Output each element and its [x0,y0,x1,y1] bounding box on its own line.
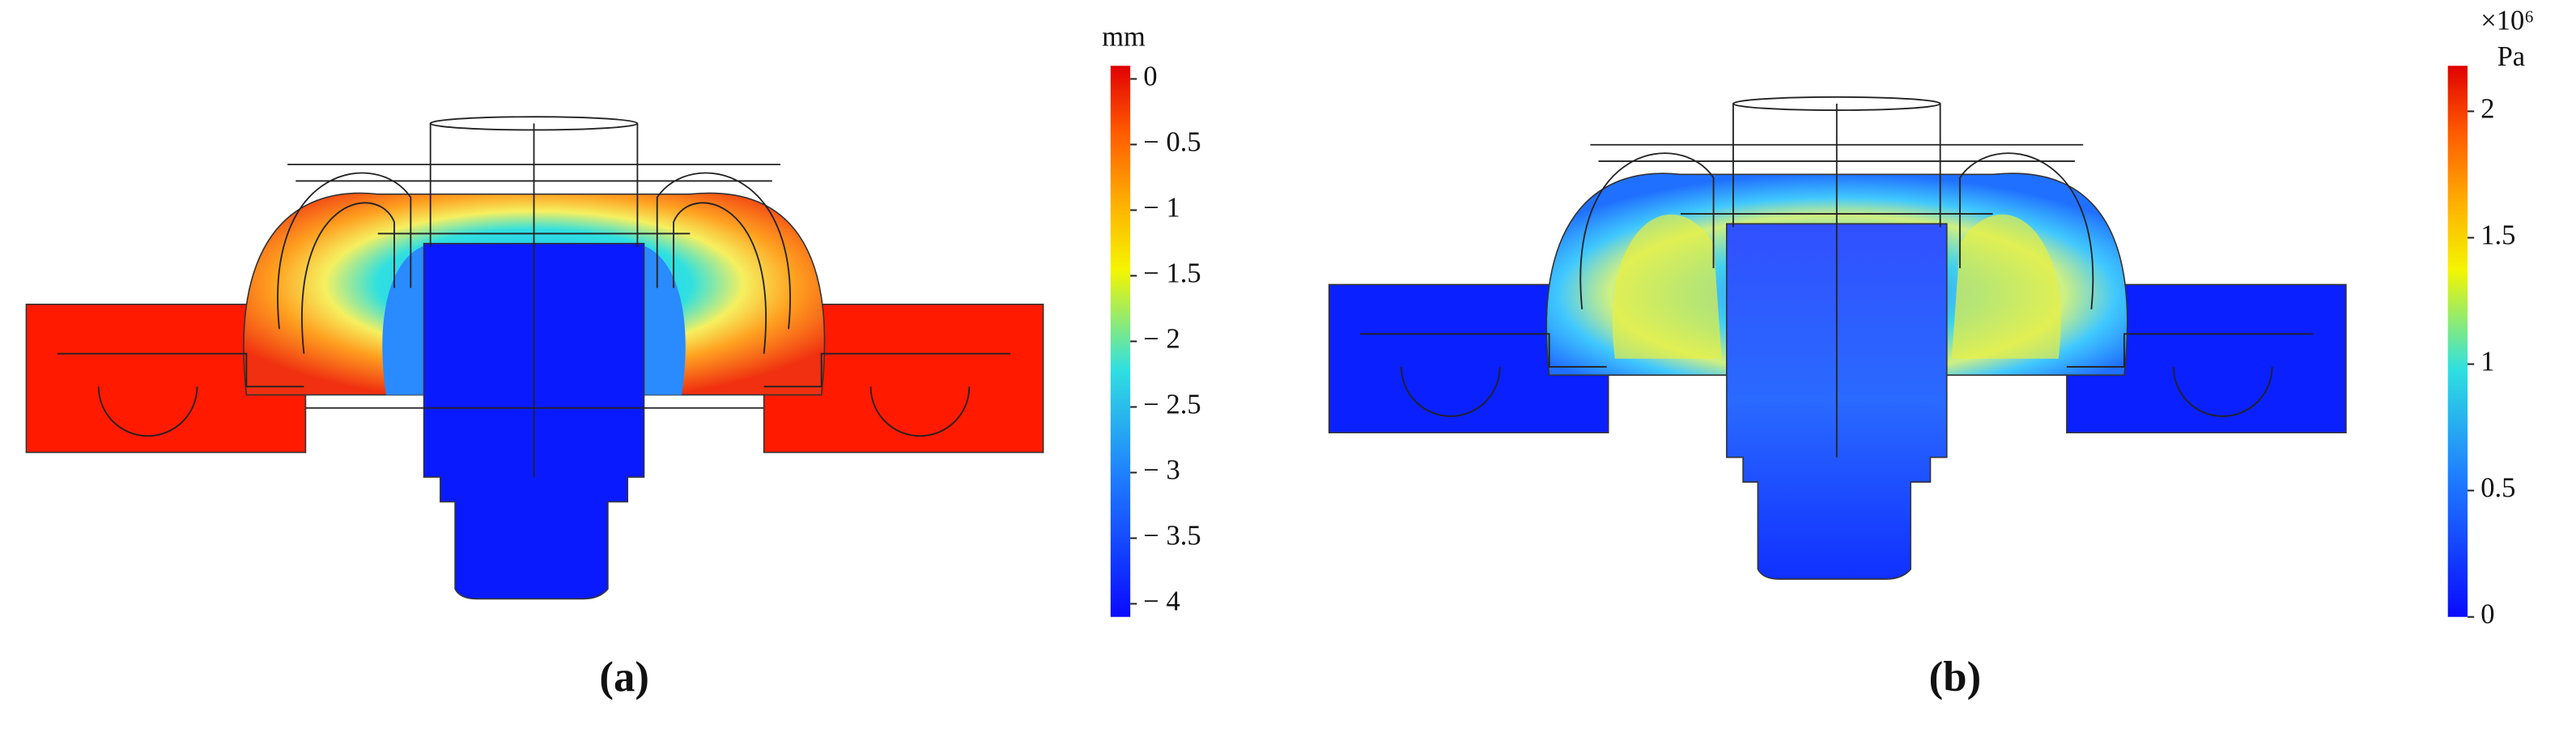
colorbar-tick-label: 0 [2480,599,2494,630]
colorbar-tick-label: 1.5 [2480,219,2515,250]
panel-label: (b) [1929,654,1981,701]
colorbar-tick-label: − 2 [1143,323,1180,354]
colorbar-tick-label: 2 [2480,93,2494,124]
colorbar-unit: mm [1102,22,1146,53]
panel-label: (a) [599,654,649,701]
colorbar-tick-label: − 3 [1143,454,1180,485]
colorbar-tick-label: 0.5 [2480,473,2515,504]
colorbar-tick-label: − 2.5 [1143,389,1201,420]
panel-b-model [1328,96,2347,580]
colorbar [1110,66,1131,617]
colorbar-tick-label: − 1 [1143,192,1180,223]
colorbar-tick-label: − 1.5 [1143,258,1201,288]
colorbar-tick-label: 0 [1143,61,1157,92]
colorbar-tick-label: − 4 [1143,586,1180,616]
panel-a-model [25,116,1044,600]
colorbar-tick-label: − 3.5 [1143,520,1201,551]
colorbar [2447,66,2468,617]
colorbar-unit: Pa [2497,41,2525,72]
colorbar-tick-label: − 0.5 [1143,126,1201,157]
colorbar-multiplier: ×10⁶ [2480,5,2534,36]
colorbar-tick-label: 1 [2480,346,2494,377]
